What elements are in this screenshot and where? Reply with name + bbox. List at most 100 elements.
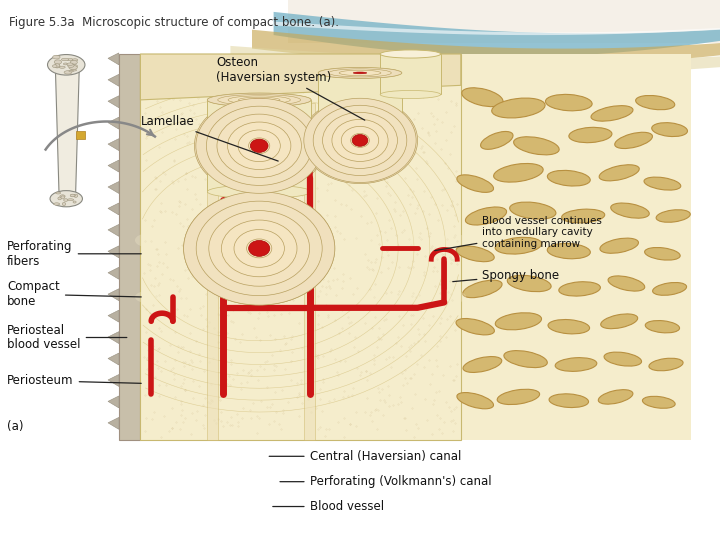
Ellipse shape bbox=[644, 177, 681, 190]
Ellipse shape bbox=[642, 396, 675, 408]
Ellipse shape bbox=[266, 233, 292, 247]
Ellipse shape bbox=[184, 192, 335, 305]
Ellipse shape bbox=[569, 127, 612, 143]
Polygon shape bbox=[108, 396, 119, 408]
Ellipse shape bbox=[63, 199, 68, 201]
Ellipse shape bbox=[322, 112, 398, 169]
Polygon shape bbox=[318, 73, 402, 138]
Ellipse shape bbox=[209, 211, 310, 286]
Ellipse shape bbox=[238, 97, 280, 103]
Polygon shape bbox=[304, 103, 315, 440]
Ellipse shape bbox=[207, 185, 311, 198]
Ellipse shape bbox=[504, 350, 547, 368]
Text: Periosteal
blood vessel: Periosteal blood vessel bbox=[7, 323, 127, 352]
Ellipse shape bbox=[547, 244, 590, 259]
Polygon shape bbox=[230, 46, 720, 76]
Ellipse shape bbox=[598, 390, 633, 404]
Polygon shape bbox=[108, 375, 119, 387]
Ellipse shape bbox=[463, 356, 502, 373]
Ellipse shape bbox=[465, 207, 507, 225]
Ellipse shape bbox=[591, 106, 633, 121]
Text: Figure 5.3a  Microscopic structure of compact bone. (a).: Figure 5.3a Microscopic structure of com… bbox=[9, 16, 338, 29]
Ellipse shape bbox=[222, 220, 297, 276]
Ellipse shape bbox=[341, 126, 379, 155]
Ellipse shape bbox=[196, 201, 323, 295]
Ellipse shape bbox=[457, 393, 493, 409]
Ellipse shape bbox=[354, 72, 366, 74]
Ellipse shape bbox=[302, 97, 418, 184]
Ellipse shape bbox=[636, 96, 675, 110]
Text: Spongy bone: Spongy bone bbox=[453, 269, 559, 282]
Ellipse shape bbox=[53, 65, 57, 68]
Ellipse shape bbox=[250, 139, 269, 153]
Ellipse shape bbox=[238, 130, 281, 162]
Ellipse shape bbox=[179, 233, 204, 247]
Ellipse shape bbox=[56, 192, 60, 194]
Text: Periosteum: Periosteum bbox=[7, 374, 141, 387]
Ellipse shape bbox=[615, 132, 652, 149]
Polygon shape bbox=[140, 54, 461, 100]
Ellipse shape bbox=[611, 203, 649, 218]
Ellipse shape bbox=[492, 98, 545, 118]
Ellipse shape bbox=[318, 68, 402, 78]
Ellipse shape bbox=[310, 291, 335, 303]
Ellipse shape bbox=[318, 132, 402, 143]
Ellipse shape bbox=[328, 69, 392, 77]
Ellipse shape bbox=[228, 96, 290, 104]
Ellipse shape bbox=[217, 94, 301, 105]
Polygon shape bbox=[108, 417, 119, 429]
Ellipse shape bbox=[63, 202, 66, 206]
Ellipse shape bbox=[397, 291, 423, 303]
Ellipse shape bbox=[71, 194, 76, 197]
Ellipse shape bbox=[441, 291, 467, 303]
Ellipse shape bbox=[310, 233, 335, 247]
Ellipse shape bbox=[462, 88, 503, 106]
Ellipse shape bbox=[67, 63, 73, 65]
Polygon shape bbox=[108, 160, 119, 172]
Ellipse shape bbox=[222, 220, 297, 276]
Polygon shape bbox=[207, 100, 311, 192]
Ellipse shape bbox=[135, 291, 161, 303]
Ellipse shape bbox=[196, 201, 323, 295]
Ellipse shape bbox=[194, 97, 324, 194]
Polygon shape bbox=[207, 103, 218, 440]
Ellipse shape bbox=[234, 230, 284, 267]
Ellipse shape bbox=[68, 64, 74, 68]
Ellipse shape bbox=[549, 394, 588, 408]
Ellipse shape bbox=[234, 230, 284, 267]
Polygon shape bbox=[108, 332, 119, 343]
Ellipse shape bbox=[351, 133, 369, 147]
Ellipse shape bbox=[332, 119, 388, 161]
Ellipse shape bbox=[547, 171, 590, 186]
Ellipse shape bbox=[604, 352, 642, 366]
Ellipse shape bbox=[354, 291, 379, 303]
Text: Blood vessel: Blood vessel bbox=[273, 500, 384, 513]
Polygon shape bbox=[108, 310, 119, 322]
Ellipse shape bbox=[546, 94, 592, 111]
Ellipse shape bbox=[397, 233, 423, 247]
Ellipse shape bbox=[54, 60, 62, 64]
Ellipse shape bbox=[608, 276, 644, 291]
Ellipse shape bbox=[50, 191, 82, 207]
Polygon shape bbox=[108, 267, 119, 279]
Ellipse shape bbox=[456, 319, 495, 335]
Ellipse shape bbox=[63, 63, 68, 65]
Ellipse shape bbox=[351, 133, 369, 147]
Ellipse shape bbox=[248, 240, 270, 256]
Ellipse shape bbox=[354, 233, 379, 247]
Text: Perforating (Volkmann's) canal: Perforating (Volkmann's) canal bbox=[280, 475, 491, 488]
Ellipse shape bbox=[227, 122, 292, 170]
Ellipse shape bbox=[652, 282, 687, 295]
Ellipse shape bbox=[207, 93, 311, 106]
Ellipse shape bbox=[64, 71, 72, 74]
Ellipse shape bbox=[600, 238, 639, 253]
Ellipse shape bbox=[70, 194, 75, 197]
Ellipse shape bbox=[60, 195, 65, 198]
Ellipse shape bbox=[548, 320, 590, 334]
Ellipse shape bbox=[498, 389, 539, 404]
Ellipse shape bbox=[209, 211, 310, 286]
Ellipse shape bbox=[72, 59, 78, 61]
Ellipse shape bbox=[380, 90, 441, 98]
Ellipse shape bbox=[69, 65, 77, 70]
Polygon shape bbox=[108, 117, 119, 129]
